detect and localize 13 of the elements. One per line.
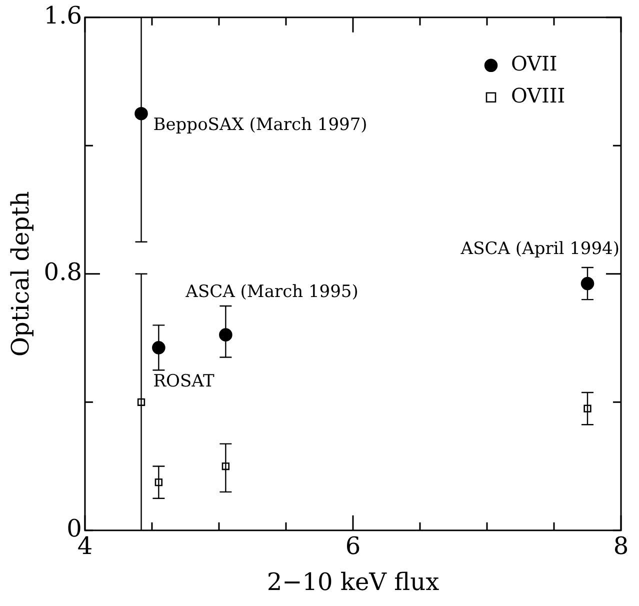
y-axis-title: Optical depth xyxy=(6,191,35,357)
annotation: ASCA (April 1994) xyxy=(460,238,620,259)
y-tick-label: 1.6 xyxy=(44,2,82,30)
annotation: ASCA (March 1995) xyxy=(184,282,358,302)
legend-label: OVII xyxy=(511,52,558,76)
annotation: BeppoSAX (March 1997) xyxy=(153,115,368,136)
x-tick-label: 6 xyxy=(345,532,361,560)
x-tick-label: 8 xyxy=(613,532,629,560)
x-axis-title: 2−10 keV flux xyxy=(266,568,440,596)
y-tick-label: 0 xyxy=(66,514,82,543)
annotation: ROSAT xyxy=(153,372,215,392)
y-tick-label: 0.8 xyxy=(44,258,82,286)
legend-label: OVIII xyxy=(511,84,566,108)
